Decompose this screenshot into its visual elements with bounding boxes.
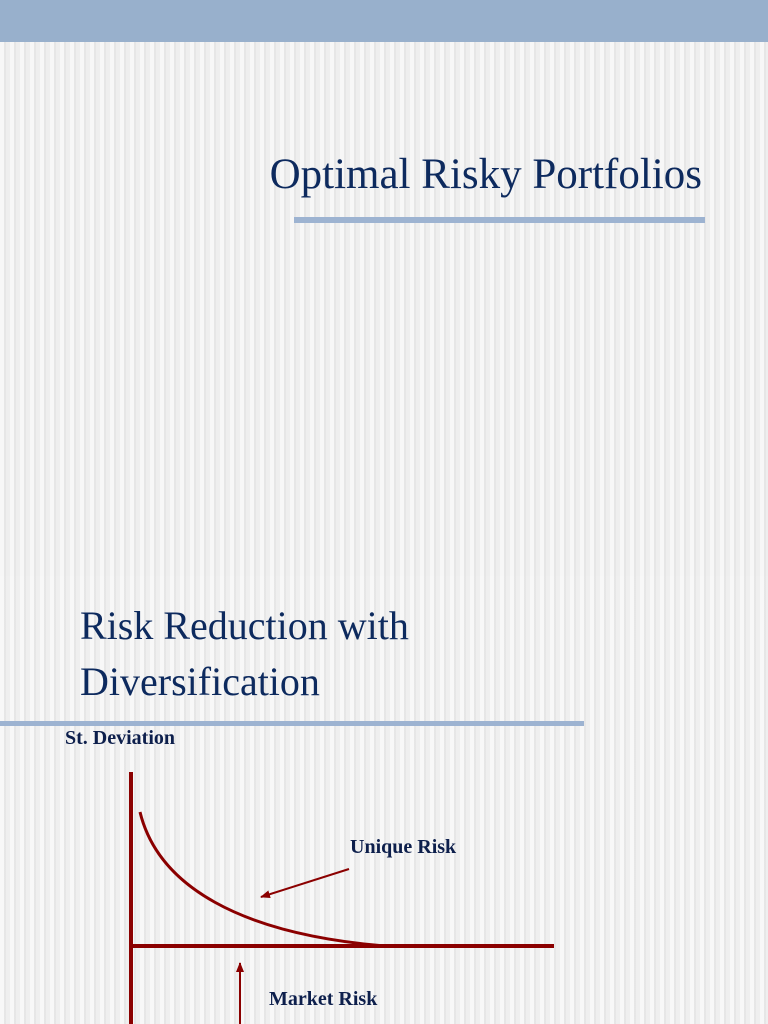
slide-title-risk-reduction: Risk Reduction with Diversification <box>80 598 409 710</box>
y-axis-label: St. Deviation <box>65 727 175 749</box>
slide-title: Optimal Risky Portfolios <box>269 151 702 198</box>
title-underline <box>0 721 584 726</box>
unique-risk-curve <box>138 811 386 948</box>
title-line-2: Diversification <box>80 659 320 704</box>
slide-optimal-risky-portfolios: Optimal Risky Portfolios <box>0 0 768 576</box>
slide-risk-reduction: Risk Reduction with Diversification St. … <box>0 576 768 1024</box>
diversification-diagram: St. Deviation Unique Risk Market Risk <box>65 727 554 1024</box>
unique-risk-arrow <box>260 868 350 899</box>
market-risk-label: Market Risk <box>269 988 378 1010</box>
title-line-1: Risk Reduction with <box>80 603 409 648</box>
unique-risk-label: Unique Risk <box>350 836 457 858</box>
header-bar <box>0 0 768 42</box>
title-underline <box>294 217 705 223</box>
